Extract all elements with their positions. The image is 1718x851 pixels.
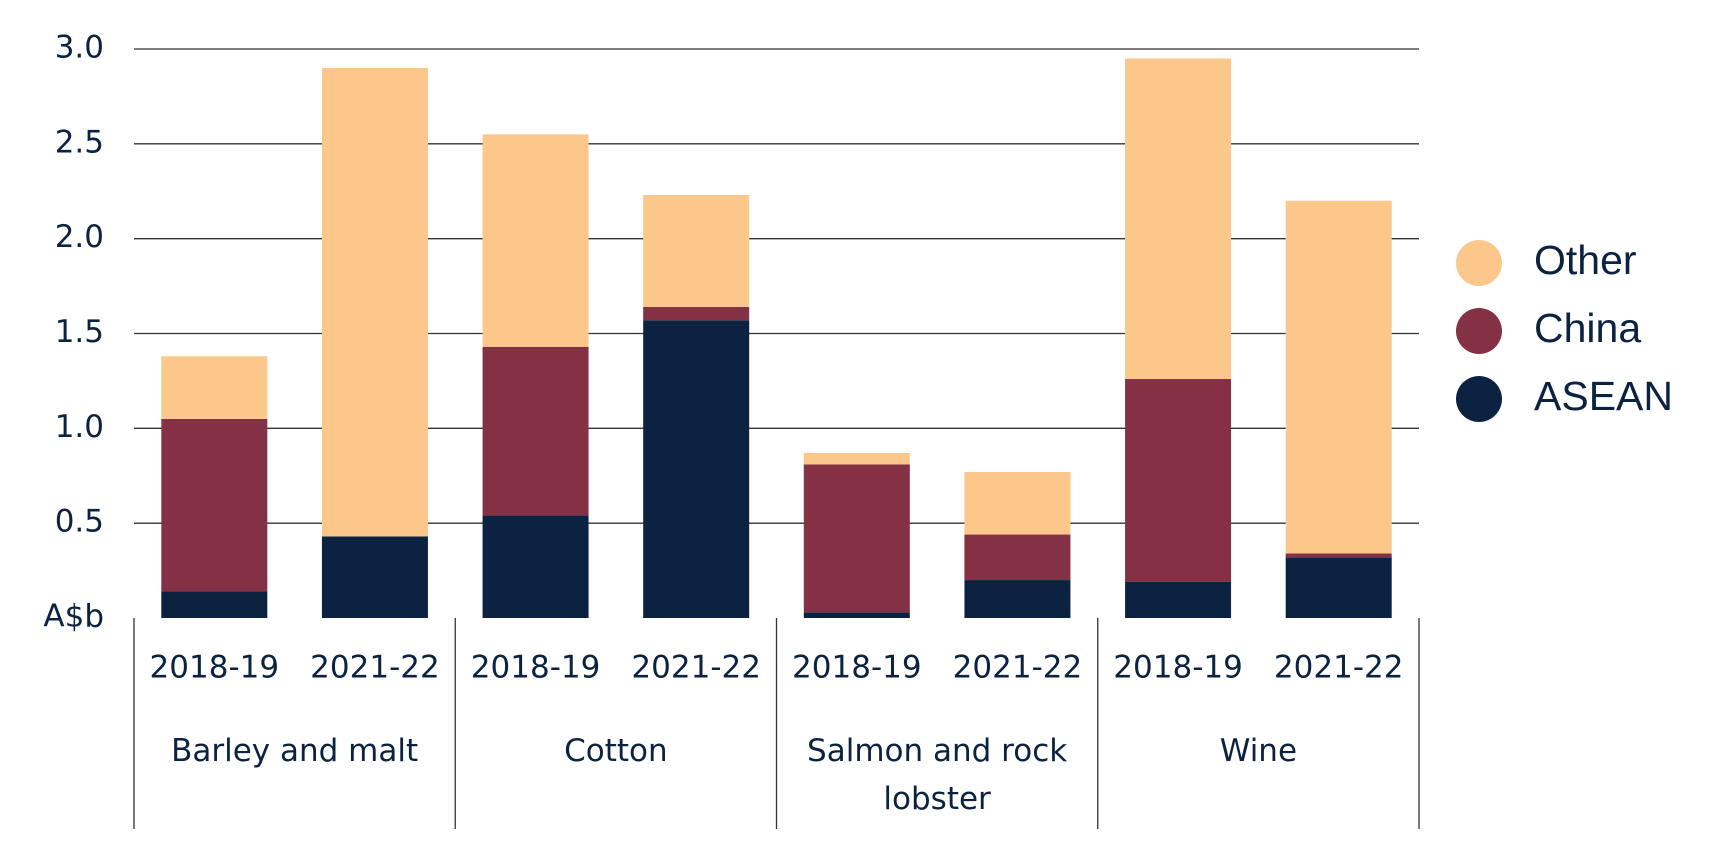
bar-segment xyxy=(1125,581,1232,618)
group-label: Wine xyxy=(1219,733,1298,769)
bar-segment xyxy=(161,418,268,592)
bar-segment xyxy=(161,591,268,618)
legend-swatch xyxy=(1456,240,1502,286)
y-tick-label: 2.0 xyxy=(55,219,104,255)
bar-segment xyxy=(964,580,1071,618)
bar-segment xyxy=(482,515,589,618)
x-tick-label: 2018-19 xyxy=(150,650,280,686)
bar-segment xyxy=(803,612,910,618)
y-axis-label: A$b xyxy=(43,599,104,635)
bar-segment xyxy=(321,536,428,618)
legend-label: Other xyxy=(1534,237,1637,283)
bar-segment xyxy=(643,195,750,307)
bar-segment xyxy=(161,356,268,419)
bar-segment xyxy=(1125,379,1232,582)
bar-segment xyxy=(1285,557,1392,618)
bar-segment xyxy=(321,67,428,537)
x-tick-label: 2018-19 xyxy=(471,650,601,686)
bar-segment xyxy=(964,534,1071,581)
bar-segment xyxy=(1285,553,1392,558)
x-tick-label: 2021-22 xyxy=(631,650,761,686)
y-tick-label: 0.5 xyxy=(55,504,104,540)
x-tick-label: 2021-22 xyxy=(1274,650,1404,686)
group-label: Barley and malt xyxy=(171,733,419,769)
x-tick-label: 2018-19 xyxy=(792,650,922,686)
y-tick-label: 1.5 xyxy=(55,314,104,350)
bar-segment xyxy=(1125,58,1232,380)
bar-segment xyxy=(964,471,1071,535)
legend-swatch xyxy=(1456,308,1502,354)
group-label: Salmon and rock lobster xyxy=(807,733,1068,817)
bar-segment xyxy=(643,306,750,321)
y-tick-label: 2.5 xyxy=(55,124,104,160)
bar-segment xyxy=(482,134,589,347)
legend-swatch xyxy=(1456,376,1502,422)
bar-segment xyxy=(643,320,750,618)
bar-segment xyxy=(803,452,910,465)
legend-label: China xyxy=(1534,305,1641,351)
legend-label: ASEAN xyxy=(1534,373,1673,419)
bar-segment xyxy=(803,464,910,613)
x-tick-label: 2021-22 xyxy=(310,650,440,686)
bar-segment xyxy=(1285,200,1392,554)
x-tick-label: 2021-22 xyxy=(953,650,1083,686)
y-tick-label: 3.0 xyxy=(55,30,104,66)
y-tick-label: 1.0 xyxy=(55,409,104,445)
group-label: Cotton xyxy=(564,733,668,769)
bar-segment xyxy=(482,346,589,516)
x-tick-label: 2018-19 xyxy=(1113,650,1243,686)
